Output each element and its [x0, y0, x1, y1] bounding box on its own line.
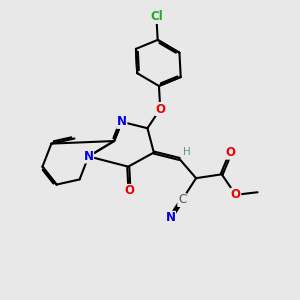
Text: O: O — [231, 188, 241, 201]
Text: O: O — [155, 103, 165, 116]
Text: H: H — [183, 147, 190, 157]
Text: N: N — [84, 150, 94, 163]
Text: N: N — [117, 115, 127, 128]
Text: N: N — [166, 212, 176, 224]
Text: O: O — [226, 146, 236, 159]
Text: Cl: Cl — [150, 11, 163, 23]
Text: O: O — [124, 184, 134, 197]
Text: C: C — [178, 194, 186, 206]
